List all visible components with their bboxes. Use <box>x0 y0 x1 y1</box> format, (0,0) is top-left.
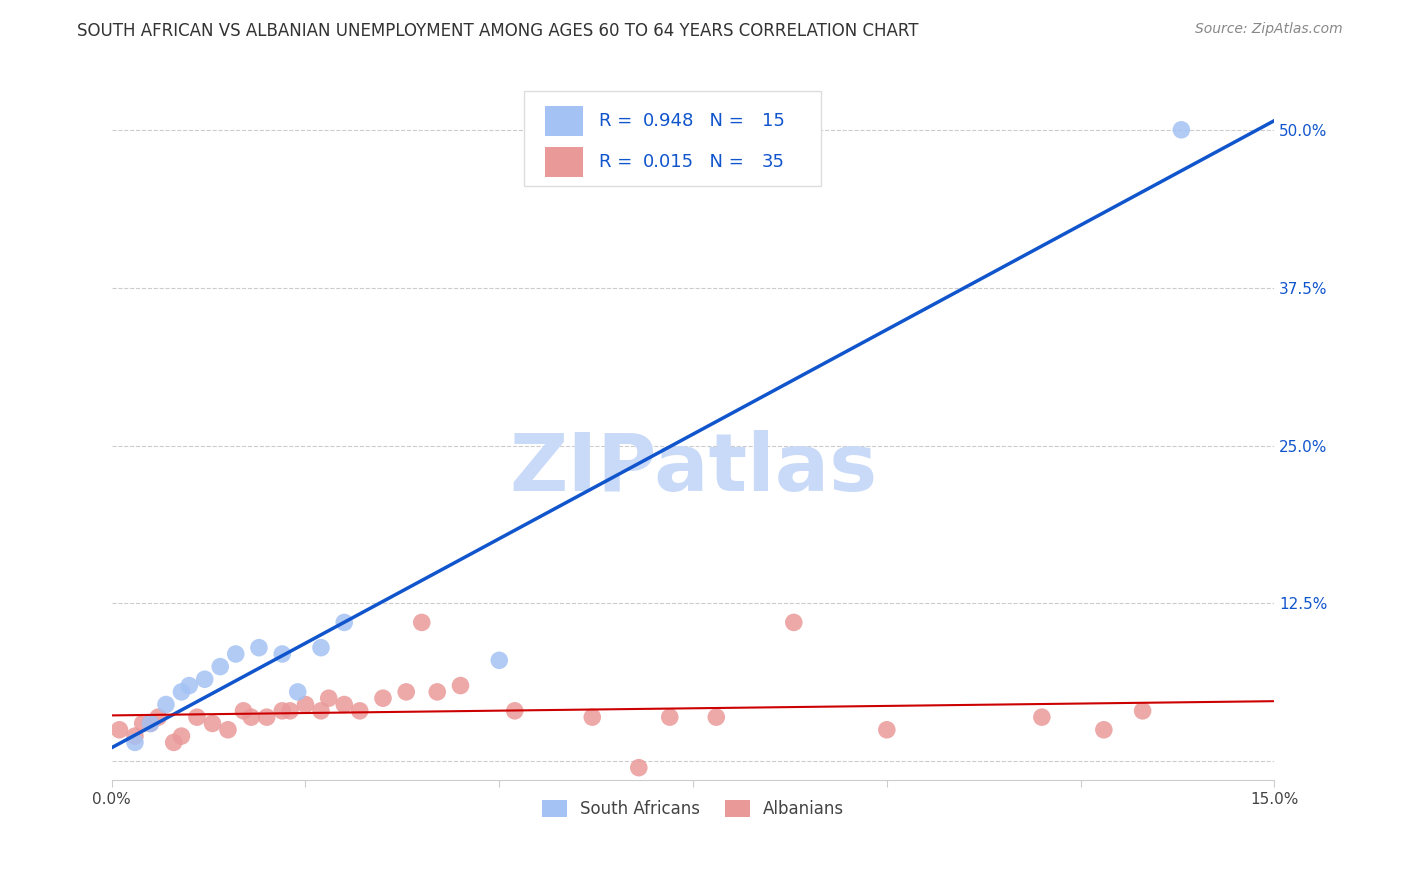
Text: Source: ZipAtlas.com: Source: ZipAtlas.com <box>1195 22 1343 37</box>
Point <box>309 704 332 718</box>
Point <box>333 698 356 712</box>
Point <box>1132 704 1154 718</box>
Point <box>201 716 224 731</box>
Point <box>333 615 356 630</box>
Point <box>783 615 806 630</box>
Text: N =: N = <box>697 153 749 171</box>
Point <box>139 716 162 731</box>
Point <box>108 723 131 737</box>
Point <box>247 640 270 655</box>
Point <box>488 653 510 667</box>
FancyBboxPatch shape <box>546 106 582 136</box>
Point <box>132 716 155 731</box>
Point <box>318 691 340 706</box>
Point <box>209 659 232 673</box>
Point <box>1092 723 1115 737</box>
Point <box>309 640 332 655</box>
Point <box>581 710 603 724</box>
Text: N =: N = <box>697 112 749 130</box>
Point <box>411 615 433 630</box>
Point <box>186 710 208 724</box>
Point <box>278 704 301 718</box>
Point <box>232 704 254 718</box>
Point <box>503 704 526 718</box>
Text: 0.015: 0.015 <box>643 153 695 171</box>
Legend: South Africans, Albanians: South Africans, Albanians <box>534 794 851 825</box>
Text: R =: R = <box>599 112 638 130</box>
FancyBboxPatch shape <box>524 91 821 186</box>
Point <box>287 685 309 699</box>
Point <box>148 710 170 724</box>
Point <box>271 704 294 718</box>
Point <box>256 710 278 724</box>
Point <box>426 685 449 699</box>
Point <box>658 710 681 724</box>
Point <box>294 698 316 712</box>
Point <box>217 723 239 737</box>
Point <box>194 672 217 686</box>
Point <box>179 679 201 693</box>
Point <box>124 735 146 749</box>
Point <box>271 647 294 661</box>
Point <box>139 716 162 731</box>
Point <box>876 723 898 737</box>
Text: 35: 35 <box>762 153 785 171</box>
Point <box>627 761 650 775</box>
Point <box>1170 123 1192 137</box>
Point <box>170 685 193 699</box>
Point <box>170 729 193 743</box>
Point <box>163 735 186 749</box>
Text: SOUTH AFRICAN VS ALBANIAN UNEMPLOYMENT AMONG AGES 60 TO 64 YEARS CORRELATION CHA: SOUTH AFRICAN VS ALBANIAN UNEMPLOYMENT A… <box>77 22 920 40</box>
Point <box>450 679 472 693</box>
Point <box>124 729 146 743</box>
Point <box>349 704 371 718</box>
Point <box>240 710 263 724</box>
Point <box>1031 710 1053 724</box>
Text: 0.948: 0.948 <box>643 112 695 130</box>
Text: ZIPatlas: ZIPatlas <box>509 430 877 508</box>
Text: 15: 15 <box>762 112 785 130</box>
Point <box>704 710 727 724</box>
Text: R =: R = <box>599 153 638 171</box>
FancyBboxPatch shape <box>546 147 582 178</box>
Point <box>395 685 418 699</box>
Point <box>155 698 177 712</box>
Point <box>371 691 394 706</box>
Point <box>225 647 247 661</box>
